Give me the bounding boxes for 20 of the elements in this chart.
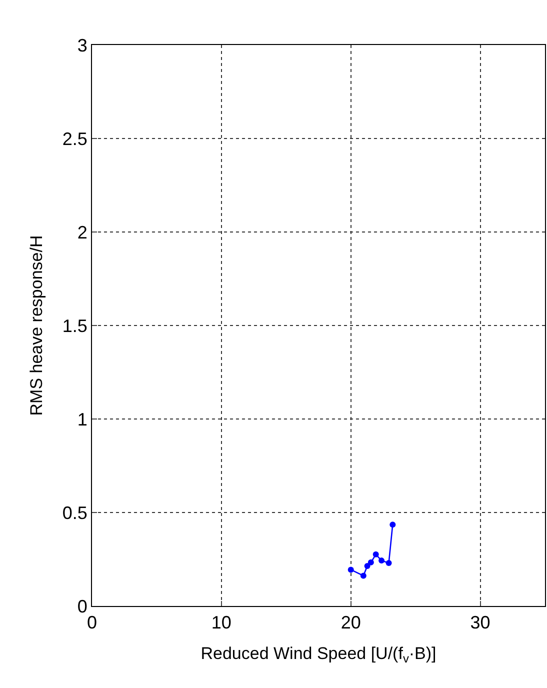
point	[378, 558, 385, 564]
y-tick-label: 2	[77, 222, 88, 242]
point	[360, 572, 366, 579]
point	[390, 522, 396, 528]
y-tick-label: 0	[77, 596, 88, 616]
point	[364, 562, 370, 569]
x-tick-label: 30	[470, 612, 490, 633]
y-tick-label: 2.5	[62, 128, 88, 149]
x-tick-label: 10	[211, 612, 232, 633]
y-axis-title: RMS heave response/H	[26, 235, 46, 416]
point	[368, 559, 374, 566]
x-tick-label: 20	[340, 612, 361, 633]
y-tick-label: 3	[77, 35, 88, 56]
y-tick-label: 1.5	[62, 316, 88, 336]
point	[372, 551, 379, 558]
point	[386, 560, 392, 566]
y-tick-label: 0.5	[62, 502, 88, 523]
x-axis-title: Reduced Wind Speed [U/(f$_{v}$·B)]	[200, 644, 436, 666]
y-tick-label: 1	[77, 409, 88, 430]
point	[348, 566, 354, 573]
